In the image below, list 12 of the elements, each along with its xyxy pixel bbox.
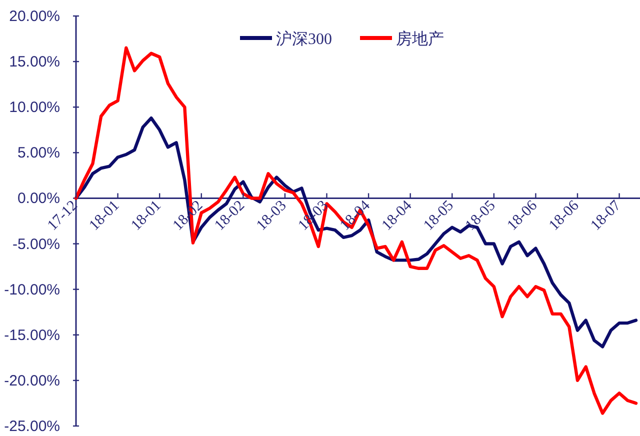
y-tick-label: -20.00% <box>4 372 60 390</box>
y-tick-label: -15.00% <box>4 326 60 344</box>
y-tick-label: 5.00% <box>17 144 60 162</box>
y-tick-label: 0.00% <box>17 190 60 208</box>
y-tick-label: -5.00% <box>12 236 60 253</box>
y-tick-label: -25.00% <box>4 418 60 435</box>
legend-label: 房地产 <box>396 30 444 48</box>
legend-label: 沪深300 <box>276 30 332 48</box>
y-tick-label: -10.00% <box>4 281 60 298</box>
y-tick-label: 10.00% <box>9 99 60 116</box>
y-tick-label: 15.00% <box>9 54 60 71</box>
y-tick-label: 20.00% <box>9 8 60 25</box>
